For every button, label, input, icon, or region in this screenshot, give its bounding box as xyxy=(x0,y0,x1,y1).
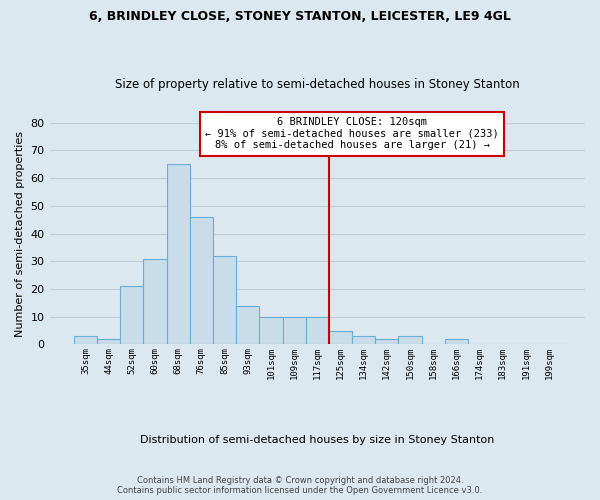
Bar xyxy=(74,336,97,344)
Bar xyxy=(236,306,259,344)
Bar xyxy=(305,316,329,344)
X-axis label: Distribution of semi-detached houses by size in Stoney Stanton: Distribution of semi-detached houses by … xyxy=(140,435,494,445)
Title: Size of property relative to semi-detached houses in Stoney Stanton: Size of property relative to semi-detach… xyxy=(115,78,520,91)
Bar xyxy=(352,336,375,344)
Text: 6, BRINDLEY CLOSE, STONEY STANTON, LEICESTER, LE9 4GL: 6, BRINDLEY CLOSE, STONEY STANTON, LEICE… xyxy=(89,10,511,23)
Bar xyxy=(375,339,398,344)
Bar xyxy=(143,258,167,344)
Bar xyxy=(213,256,236,344)
Bar xyxy=(97,339,120,344)
Bar xyxy=(120,286,143,344)
Bar xyxy=(259,316,283,344)
Bar xyxy=(398,336,422,344)
Text: Contains HM Land Registry data © Crown copyright and database right 2024.
Contai: Contains HM Land Registry data © Crown c… xyxy=(118,476,482,495)
Bar xyxy=(167,164,190,344)
Y-axis label: Number of semi-detached properties: Number of semi-detached properties xyxy=(15,130,25,336)
Bar xyxy=(329,330,352,344)
Bar xyxy=(283,316,305,344)
Bar xyxy=(190,217,213,344)
Bar xyxy=(445,339,468,344)
Text: 6 BRINDLEY CLOSE: 120sqm
← 91% of semi-detached houses are smaller (233)
8% of s: 6 BRINDLEY CLOSE: 120sqm ← 91% of semi-d… xyxy=(205,117,499,150)
